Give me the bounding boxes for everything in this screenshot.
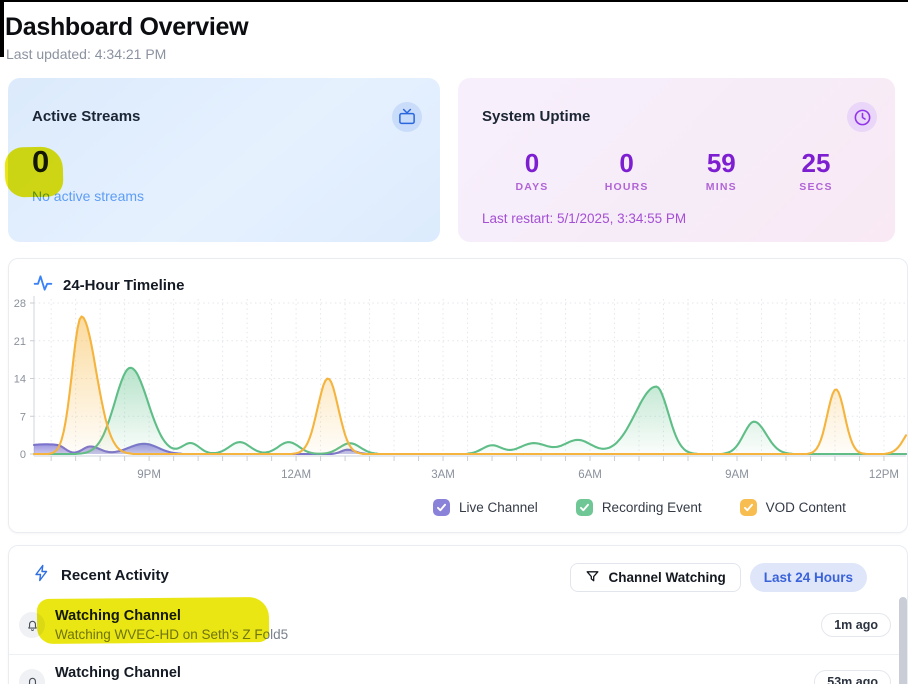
svg-text:21: 21	[14, 336, 26, 348]
svg-text:12AM: 12AM	[281, 469, 311, 481]
channel-watching-filter-button[interactable]: Channel Watching	[570, 563, 741, 592]
svg-text:0: 0	[20, 449, 26, 461]
uptime-value: 25	[801, 148, 831, 178]
uptime-label: SECS	[799, 181, 833, 193]
pulse-icon	[33, 273, 53, 298]
svg-text:9AM: 9AM	[725, 469, 749, 481]
activity-item-1[interactable]: Watching Channel Watching WVEC-HD on Seth…	[9, 598, 907, 655]
activity-item-subtitle: Watching WVEC-HD on Seth's Z Fold5	[55, 627, 289, 642]
funnel-icon	[585, 569, 600, 587]
system-uptime-card: System Uptime 0 DAYS 0 HOURS 59 MINS 25 SECS La…	[458, 78, 895, 242]
svg-text:6AM: 6AM	[578, 469, 602, 481]
active-streams-card: Active Streams 0 No active streams	[8, 78, 440, 242]
bell-icon	[19, 669, 45, 684]
vertical-scrollbar-thumb[interactable]	[899, 597, 907, 684]
window-left-edge	[0, 0, 4, 57]
activity-item-title: Watching Channel	[55, 608, 181, 624]
recent-activity-card: Recent Activity Channel Watching Last 24…	[8, 545, 908, 684]
svg-text:3AM: 3AM	[431, 469, 455, 481]
legend-item-recording-event[interactable]: Recording Event	[575, 499, 702, 516]
uptime-units: 0 DAYS 0 HOURS 59 MINS 25 SECS	[503, 148, 845, 193]
legend-label: Live Channel	[459, 500, 538, 515]
uptime-label: MINS	[705, 181, 737, 193]
svg-text:7: 7	[20, 411, 26, 423]
uptime-label: DAYS	[515, 181, 549, 193]
activity-time-badge: 53m ago	[814, 670, 891, 684]
legend-checkbox[interactable]	[433, 499, 450, 516]
bell-icon	[19, 612, 45, 638]
uptime-unit-hours: 0 HOURS	[598, 148, 656, 193]
activity-time-badge: 1m ago	[821, 613, 891, 637]
last-24-hours-badge[interactable]: Last 24 Hours	[749, 563, 867, 592]
timeline-chart: 0 7 14 21 28 9PM 12AM 3AM 6AM 9AM 12PM	[14, 296, 908, 481]
clock-icon	[847, 102, 877, 132]
uptime-value: 59	[706, 148, 736, 178]
uptime-value: 0	[524, 148, 540, 178]
timeline-card: 24-Hour Timeline 0 7 14 21 28 9PM 12AM 3AM 6AM 9A…	[8, 258, 908, 533]
page-title: Dashboard Overview	[5, 13, 249, 41]
system-uptime-title: System Uptime	[482, 108, 591, 125]
uptime-value: 0	[619, 148, 634, 178]
svg-text:9PM: 9PM	[137, 469, 161, 481]
timeline-title: 24-Hour Timeline	[63, 277, 185, 294]
tv-icon	[392, 102, 422, 132]
svg-text:28: 28	[14, 298, 26, 310]
last-restart-text: Last restart: 5/1/2025, 3:34:55 PM	[482, 211, 687, 226]
svg-text:14: 14	[14, 374, 26, 386]
activity-list: Watching Channel Watching WVEC-HD on Seth…	[9, 598, 907, 684]
activity-item-text: Watching Channel Watching WVEC-HD on Seth…	[55, 608, 288, 642]
uptime-unit-mins: 59 MINS	[692, 148, 750, 193]
uptime-unit-secs: 25 SECS	[787, 148, 845, 193]
legend-item-vod-content[interactable]: VOD Content	[739, 499, 846, 516]
legend-label: Recording Event	[601, 500, 702, 515]
filter-button-label: Channel Watching	[608, 570, 726, 585]
recent-activity-title: Recent Activity	[61, 567, 169, 584]
active-streams-title: Active Streams	[32, 108, 141, 125]
chart-legend: Live Channel Recording Event VOD Content	[433, 499, 846, 516]
last-updated-text: Last updated: 4:34:21 PM	[6, 46, 167, 62]
active-streams-subtitle: No active streams	[32, 188, 145, 204]
bolt-icon	[33, 564, 51, 587]
uptime-unit-days: 0 DAYS	[503, 148, 561, 193]
legend-checkbox[interactable]	[739, 499, 757, 516]
svg-text:12PM: 12PM	[869, 469, 899, 481]
uptime-label: HOURS	[604, 181, 649, 193]
activity-item-title: Watching Channel	[55, 665, 181, 681]
active-streams-value: 0	[32, 144, 50, 179]
window-top-edge	[0, 0, 908, 2]
legend-label: VOD Content	[765, 500, 846, 515]
legend-checkbox[interactable]	[575, 499, 593, 516]
legend-item-live-channel[interactable]: Live Channel	[433, 499, 538, 516]
